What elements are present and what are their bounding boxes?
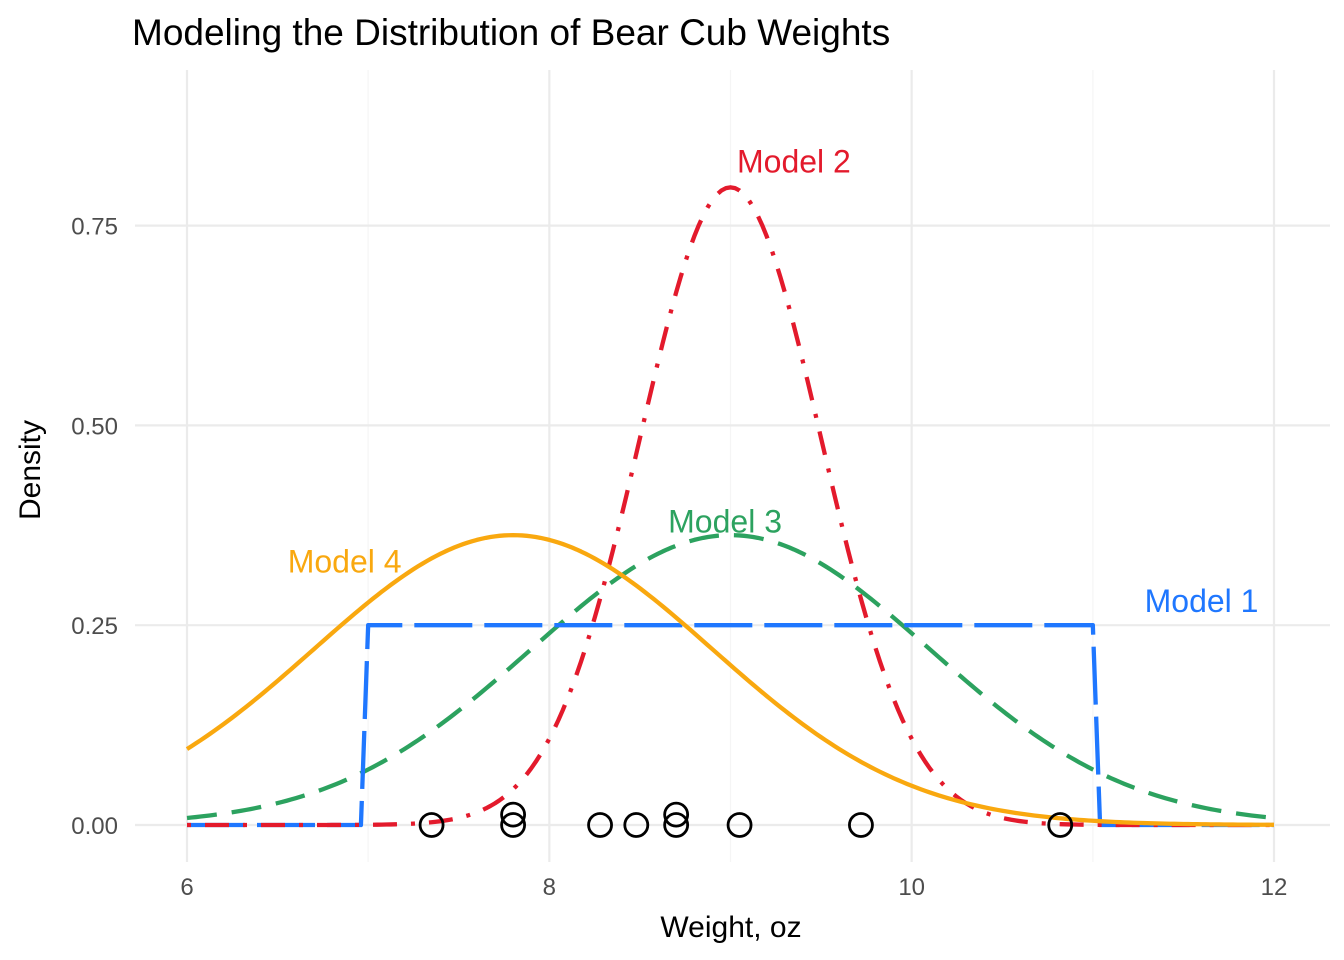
observation-points <box>418 801 1074 838</box>
observation-point <box>726 812 753 838</box>
observation-point <box>1047 812 1074 838</box>
observation-point <box>623 812 650 838</box>
series-line-model-3 <box>186 533 1275 821</box>
observation-point <box>663 812 690 838</box>
observation-point <box>500 812 526 838</box>
observation-point <box>848 812 874 838</box>
model-labels: Model 1 Model 2 Model 3 Model 4 <box>288 144 1259 620</box>
y-tick-label: 0.25 <box>71 613 118 640</box>
y-tick-labels: 0.00 0.25 0.50 0.75 <box>71 214 118 840</box>
label-model-3: Model 3 <box>668 503 782 539</box>
density-curves <box>185 185 1275 828</box>
label-model-4: Model 4 <box>288 543 402 579</box>
observation-point <box>587 812 613 838</box>
y-tick-label: 0.00 <box>71 813 118 840</box>
label-model-2: Model 2 <box>737 144 851 180</box>
x-tick-label: 10 <box>898 874 925 901</box>
x-axis-title: Weight, oz <box>660 911 801 944</box>
x-tick-labels: 6 8 10 12 <box>180 874 1287 901</box>
observation-point <box>500 801 526 828</box>
x-tick-label: 8 <box>543 874 556 901</box>
series-line-model-4 <box>185 533 1275 827</box>
x-tick-label: 12 <box>1261 874 1288 901</box>
series-line-model-2 <box>187 185 1274 828</box>
y-tick-label: 0.75 <box>71 214 118 241</box>
x-tick-label: 6 <box>180 874 193 901</box>
y-axis-title: Density <box>14 420 47 520</box>
observation-point <box>418 812 445 838</box>
y-tick-label: 0.50 <box>71 413 118 440</box>
label-model-1: Model 1 <box>1145 583 1259 619</box>
chart-title: Modeling the Distribution of Bear Cub We… <box>132 12 890 53</box>
observation-point <box>663 801 690 828</box>
